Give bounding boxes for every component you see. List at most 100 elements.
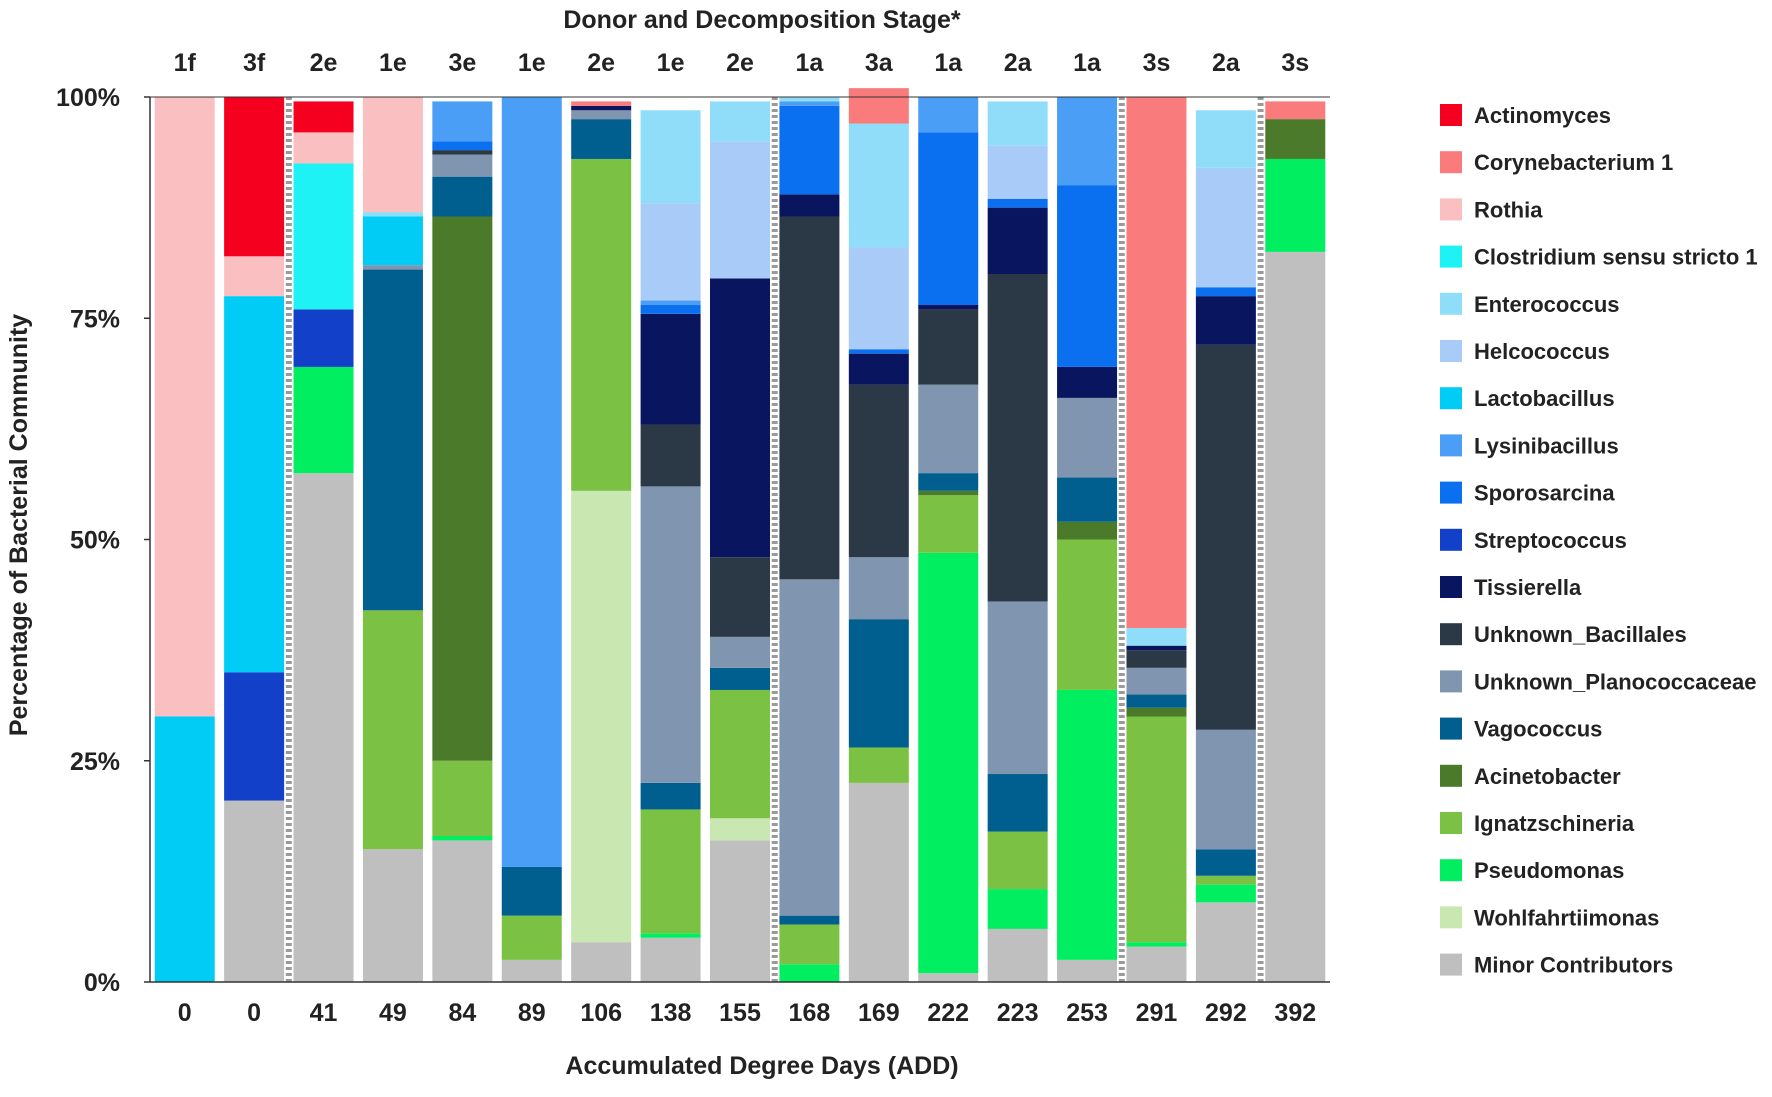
- x-tick-label: 0: [247, 999, 261, 1027]
- legend-swatch: [1440, 198, 1462, 221]
- bar-segment: [1126, 942, 1187, 947]
- legend-swatch: [1440, 859, 1462, 882]
- x-tick-label: 84: [448, 999, 476, 1027]
- bar-segment: [432, 176, 493, 217]
- bar-segment: [1126, 707, 1187, 717]
- bar-segment: [710, 689, 770, 819]
- bar-segment: [640, 203, 701, 301]
- bar-segment: [1057, 97, 1118, 186]
- bar-segment: [1195, 849, 1256, 876]
- bar-segment: [779, 194, 840, 217]
- bar-segment: [432, 216, 493, 761]
- x-tick-label: 291: [1136, 999, 1178, 1027]
- bar-segment: [224, 800, 285, 982]
- bar-segment: [154, 97, 215, 717]
- bar-segment: [224, 296, 285, 673]
- stage-label: 3e: [448, 49, 476, 77]
- legend-label: Clostridium sensu stricto 1: [1474, 245, 1758, 270]
- bar-segment: [571, 119, 632, 159]
- bar-segment: [362, 269, 423, 611]
- bar-segment: [848, 557, 909, 620]
- legend-swatch: [1440, 528, 1462, 551]
- bar-segment: [571, 158, 632, 491]
- bar-segment: [848, 384, 909, 558]
- bar-segment: [640, 300, 701, 305]
- bar-segment: [1057, 477, 1118, 522]
- x-tick-label: 222: [927, 999, 969, 1027]
- bar-segment: [432, 835, 493, 841]
- bar-segment: [1195, 167, 1256, 288]
- bar-segment: [779, 216, 840, 580]
- legend-label: Rothia: [1474, 197, 1543, 222]
- bar-segment: [1265, 158, 1326, 252]
- bar-segment: [918, 495, 979, 553]
- bar-segment: [710, 278, 770, 558]
- bar-segment: [779, 924, 840, 965]
- bar-segment: [779, 97, 840, 102]
- bar-segment: [362, 216, 423, 266]
- bar-segment: [154, 716, 215, 982]
- legend-swatch: [1440, 340, 1462, 362]
- bar-segment: [1057, 539, 1118, 690]
- stage-label: 1a: [1073, 49, 1102, 77]
- bar-segment: [987, 198, 1048, 208]
- legend-label: Unknown_Planococcaceae: [1474, 669, 1756, 694]
- stage-label: 2a: [1212, 49, 1241, 77]
- bar-segment: [779, 964, 840, 982]
- bar-segment: [640, 937, 701, 982]
- stage-label: 1e: [379, 49, 407, 77]
- bar-segment: [640, 313, 701, 425]
- legend-label: Vagococcus: [1474, 717, 1602, 742]
- bar-segment: [848, 747, 909, 783]
- legend-swatch: [1440, 151, 1462, 174]
- bar-segment: [224, 672, 285, 801]
- bar-segment: [640, 809, 701, 934]
- axes: 1f 0 3f 0 2e 41 1e 49 3e 84 1e 89 2e 106 1e 138 2e 155 1a 1…: [56, 49, 1330, 1027]
- bar-segment: [918, 309, 979, 385]
- legend-swatch: [1440, 434, 1462, 457]
- bar-segment: [987, 101, 1048, 146]
- legend-label: Sporosarcina: [1474, 481, 1615, 506]
- bar-segment: [224, 97, 285, 257]
- bar-segment: [987, 889, 1048, 929]
- bar-segment: [779, 101, 840, 106]
- bar-segment: [501, 959, 562, 983]
- x-tick-label: 89: [518, 999, 546, 1027]
- bar-segment: [1057, 959, 1118, 983]
- legend-label: Helcococcus: [1474, 339, 1610, 364]
- bar-segment: [571, 101, 632, 106]
- legend-swatch: [1440, 906, 1462, 929]
- y-tick-label: 25%: [70, 748, 120, 776]
- legend-label: Ignatzschineria: [1474, 811, 1635, 836]
- legend-swatch: [1440, 576, 1462, 598]
- bar-segment: [1057, 397, 1118, 478]
- bar-segment: [918, 552, 979, 974]
- legend-swatch: [1440, 953, 1462, 976]
- bar-segment: [1195, 875, 1256, 885]
- bar-segment: [987, 928, 1048, 982]
- y-axis-label: Percentage of Bacterial Community: [5, 314, 33, 736]
- legend: Actinomyces Corynebacterium 1 Rothia Clostr…: [1440, 103, 1758, 978]
- bar-segment: [779, 579, 840, 916]
- stage-label: 1a: [796, 49, 825, 77]
- bar-segment: [1126, 650, 1187, 668]
- bar-segment: [710, 141, 770, 279]
- bar-segment: [362, 610, 423, 850]
- bar-segment: [848, 123, 909, 248]
- bar-segment: [710, 557, 770, 637]
- y-tick-label: 100%: [56, 84, 120, 112]
- legend-label: Acinetobacter: [1474, 764, 1621, 789]
- bar-segment: [987, 274, 1048, 602]
- bar-segment: [710, 818, 770, 841]
- bar-segment: [779, 105, 840, 195]
- stage-label: 1a: [934, 49, 963, 77]
- bar-segment: [848, 619, 909, 748]
- bar-segment: [432, 141, 493, 151]
- bar-segment: [293, 132, 354, 164]
- x-tick-label: 223: [997, 999, 1039, 1027]
- bar-segment: [848, 782, 909, 983]
- stage-label: 2a: [1004, 49, 1033, 77]
- y-tick-label: 75%: [70, 305, 120, 333]
- bar-segment: [362, 97, 423, 213]
